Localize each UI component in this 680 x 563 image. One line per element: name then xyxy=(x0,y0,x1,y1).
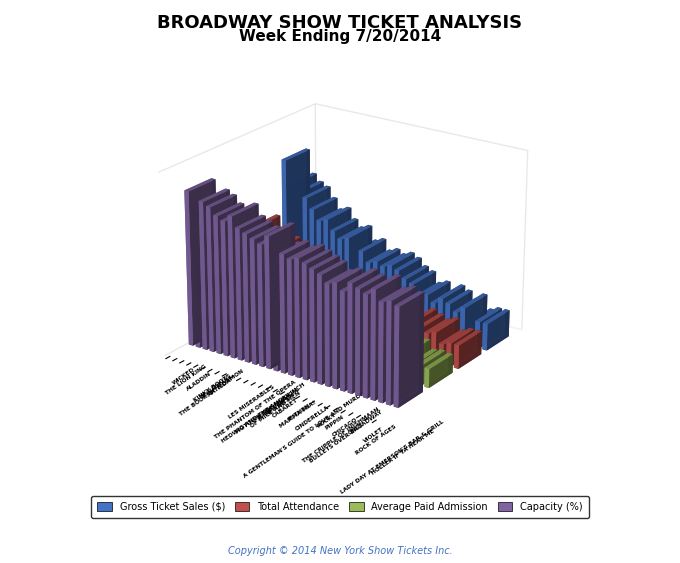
Text: BROADWAY SHOW TICKET ANALYSIS: BROADWAY SHOW TICKET ANALYSIS xyxy=(158,14,522,32)
Legend: Gross Ticket Sales ($), Total Attendance, Average Paid Admission, Capacity (%): Gross Ticket Sales ($), Total Attendance… xyxy=(92,496,588,517)
Text: Week Ending 7/20/2014: Week Ending 7/20/2014 xyxy=(239,29,441,44)
Text: Copyright © 2014 New York Show Tickets Inc.: Copyright © 2014 New York Show Tickets I… xyxy=(228,546,452,556)
